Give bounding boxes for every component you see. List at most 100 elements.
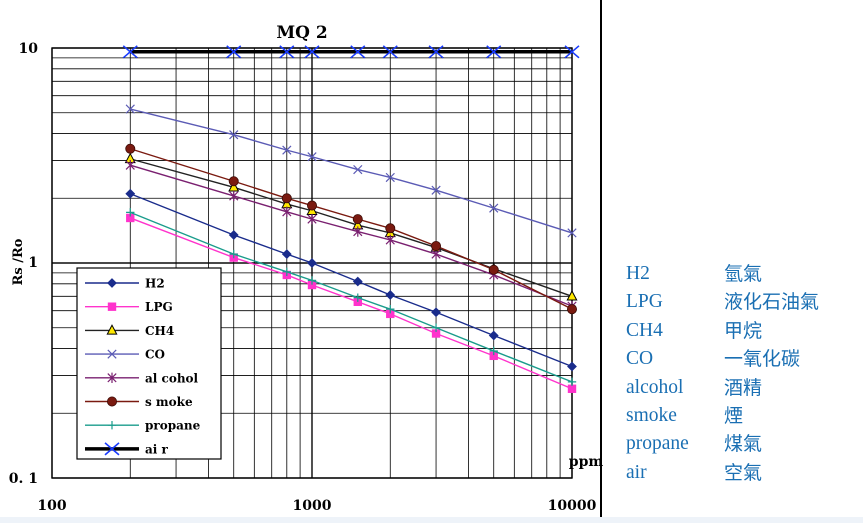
mq2-sensitivity-chart: MQ 2 Rs /Ro ppm 10 1 0. 1 100 1000 10000… — [8, 0, 604, 523]
glossary-en: LPG — [626, 291, 663, 313]
legend-swatch-marker — [107, 421, 117, 430]
legend-swatch-marker — [106, 324, 118, 335]
legend-swatch-marker — [107, 302, 117, 311]
y-tick-label: 0. 1 — [9, 471, 38, 487]
legend-swatch-marker — [107, 396, 118, 407]
glossary-row: propane 煤氣 — [626, 430, 856, 458]
legend-label: al cohol — [145, 371, 199, 385]
glossary-zh: 煙 — [724, 404, 744, 427]
legend-label: CH4 — [145, 324, 174, 338]
data-point — [486, 45, 502, 59]
data-point — [229, 249, 238, 259]
data-point — [126, 208, 135, 217]
data-point — [567, 384, 577, 393]
data-point — [307, 213, 317, 225]
data-point — [567, 304, 578, 315]
legend-swatch-marker — [104, 442, 120, 456]
data-point — [386, 309, 395, 319]
data-point — [350, 45, 366, 59]
data-point — [564, 45, 580, 59]
legend-entry: CH4 — [85, 324, 174, 338]
data-point — [304, 45, 320, 59]
plot-area-border — [51, 47, 573, 479]
glossary-en: CH4 — [626, 319, 663, 341]
x-tick-label: 100 — [37, 498, 66, 514]
data-point — [353, 226, 363, 237]
data-point — [385, 290, 396, 300]
data-point — [431, 185, 441, 195]
data-point — [281, 249, 292, 260]
legend: H2 LPG CH4 CO al cohol s moke propane ai r — [76, 267, 222, 460]
data-point — [488, 264, 499, 275]
series-air — [122, 45, 580, 59]
glossary-zh: 一氧化碳 — [724, 348, 801, 371]
data-point — [125, 188, 136, 199]
y-tick-label: 1 — [28, 255, 38, 271]
series-propane — [126, 208, 577, 387]
legend-swatch-marker — [107, 372, 117, 383]
data-point — [382, 45, 398, 59]
legend-entry: H2 — [85, 277, 165, 291]
data-point — [353, 293, 362, 302]
x-axis-unit: ppm — [569, 454, 604, 470]
data-point — [428, 45, 444, 59]
glossary-row: smoke 煙 — [626, 402, 856, 430]
data-point — [385, 234, 395, 246]
glossary-zh: 酒精 — [724, 376, 763, 399]
data-point — [567, 228, 577, 238]
data-point — [431, 329, 441, 338]
glossary-zh: 空氣 — [724, 461, 763, 484]
glossary-row: H2 氫氣 — [626, 260, 856, 288]
glossary-en: CO — [626, 348, 654, 370]
glossary-zh: 煤氣 — [724, 433, 763, 456]
legend-entry: s moke — [85, 395, 193, 409]
data-point — [353, 164, 363, 175]
data-point — [226, 45, 242, 59]
legend-entry: propane — [85, 419, 201, 433]
data-point — [282, 145, 292, 155]
glossary-row: CH4 甲烷 — [626, 317, 856, 345]
legend-swatch-marker — [107, 349, 117, 359]
data-point — [488, 330, 499, 341]
x-tick-label: 1000 — [293, 498, 332, 514]
series-co — [125, 104, 577, 238]
legend-label: CO — [145, 348, 165, 362]
data-point — [307, 258, 317, 268]
y-axis-label: Rs /Ro — [11, 238, 26, 285]
data-point — [385, 172, 395, 183]
series-alcohol — [125, 160, 577, 312]
data-point — [489, 346, 498, 356]
legend-entry: al cohol — [85, 371, 199, 385]
data-point — [281, 193, 292, 204]
legend-entry: CO — [85, 348, 165, 362]
data-point — [279, 45, 295, 59]
glossary-en: propane — [626, 433, 689, 455]
data-point — [352, 276, 363, 287]
glossary-zh: 氫氣 — [724, 263, 763, 285]
data-point — [282, 267, 292, 277]
data-point — [228, 176, 239, 187]
legend-swatch-marker — [107, 278, 117, 288]
data-point — [431, 307, 441, 318]
data-point — [307, 276, 317, 285]
data-point — [386, 304, 395, 314]
series-smoke — [125, 143, 578, 315]
x-tick-label: 10000 — [548, 498, 597, 514]
data-point — [306, 200, 317, 211]
glossary-en: alcohol — [626, 376, 684, 398]
data-point — [125, 104, 135, 114]
glossary-zh: 液化石油氣 — [724, 291, 820, 314]
glossary-row: alcohol 酒精 — [626, 374, 856, 402]
gas-name-glossary: H2 氫氣 LPG 液化石油氣 CH4 甲烷 CO 一氧化碳 alcohol 酒精 smo… — [626, 260, 856, 487]
data-point — [489, 203, 499, 213]
legend-label: ai r — [145, 442, 169, 456]
legend-entry: LPG — [85, 300, 173, 314]
glossary-en: air — [626, 461, 647, 483]
data-point — [228, 230, 239, 240]
legend-box — [76, 267, 222, 460]
data-point — [352, 214, 363, 225]
data-point — [431, 240, 442, 251]
data-point — [307, 280, 317, 290]
data-point — [566, 290, 578, 301]
data-point — [567, 361, 577, 372]
